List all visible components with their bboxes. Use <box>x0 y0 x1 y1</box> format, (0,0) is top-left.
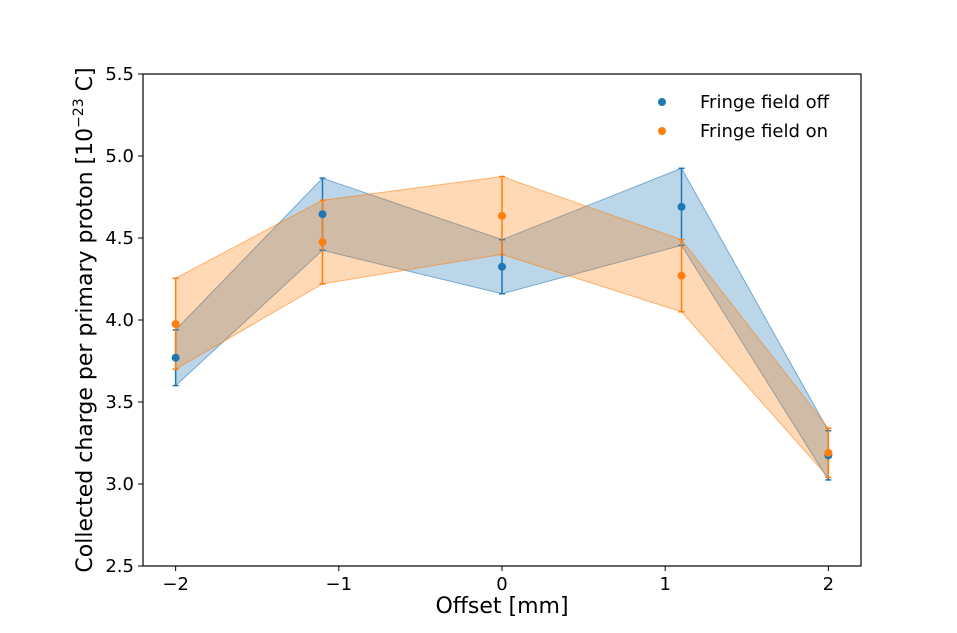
point-series-1-4 <box>824 448 833 457</box>
point-series-0-1 <box>318 210 327 219</box>
point-series-1-0 <box>171 320 180 329</box>
point-series-1-2 <box>498 211 506 220</box>
y-axis-label: Collected charge per primary proton [10−… <box>71 67 98 572</box>
y-axis-label-suffix: C] <box>73 67 98 98</box>
y-tick-label: 5.5 <box>105 64 134 85</box>
point-series-1-3 <box>677 271 686 280</box>
y-tick-label: 3.0 <box>105 474 134 495</box>
point-series-0-3 <box>677 202 686 211</box>
y-axis-label-exponent: −23 <box>71 98 87 128</box>
y-axis-ticks: 2.5 3.0 3.5 4.0 4.5 5.0 5.5 <box>105 64 143 577</box>
y-tick-label: 2.5 <box>105 556 134 577</box>
point-series-0-0 <box>171 353 180 362</box>
y-axis-label-main: Collected charge per primary proton [10 <box>73 128 98 573</box>
legend-label-0: Fringe field off <box>700 92 830 113</box>
legend-label-1: Fringe field on <box>700 121 828 142</box>
x-axis-label: Offset [mm] <box>435 594 568 619</box>
y-tick-label: 4.5 <box>105 228 134 249</box>
data-points <box>171 202 833 460</box>
legend: Fringe field off Fringe field on <box>658 92 830 142</box>
x-tick-label: −2 <box>162 574 189 595</box>
x-tick-label: −1 <box>326 574 353 595</box>
point-series-1-1 <box>318 238 327 247</box>
legend-marker-0 <box>658 98 666 106</box>
y-tick-label: 4.0 <box>105 310 134 331</box>
x-tick-label: 1 <box>659 574 670 595</box>
x-axis-ticks: −2 −1 0 1 2 <box>162 566 834 595</box>
y-tick-label: 3.5 <box>105 392 134 413</box>
x-tick-label: 2 <box>823 574 834 595</box>
point-series-0-2 <box>498 262 506 271</box>
y-tick-label: 5.0 <box>105 146 134 167</box>
x-tick-label: 0 <box>496 574 507 595</box>
legend-marker-1 <box>658 127 666 135</box>
